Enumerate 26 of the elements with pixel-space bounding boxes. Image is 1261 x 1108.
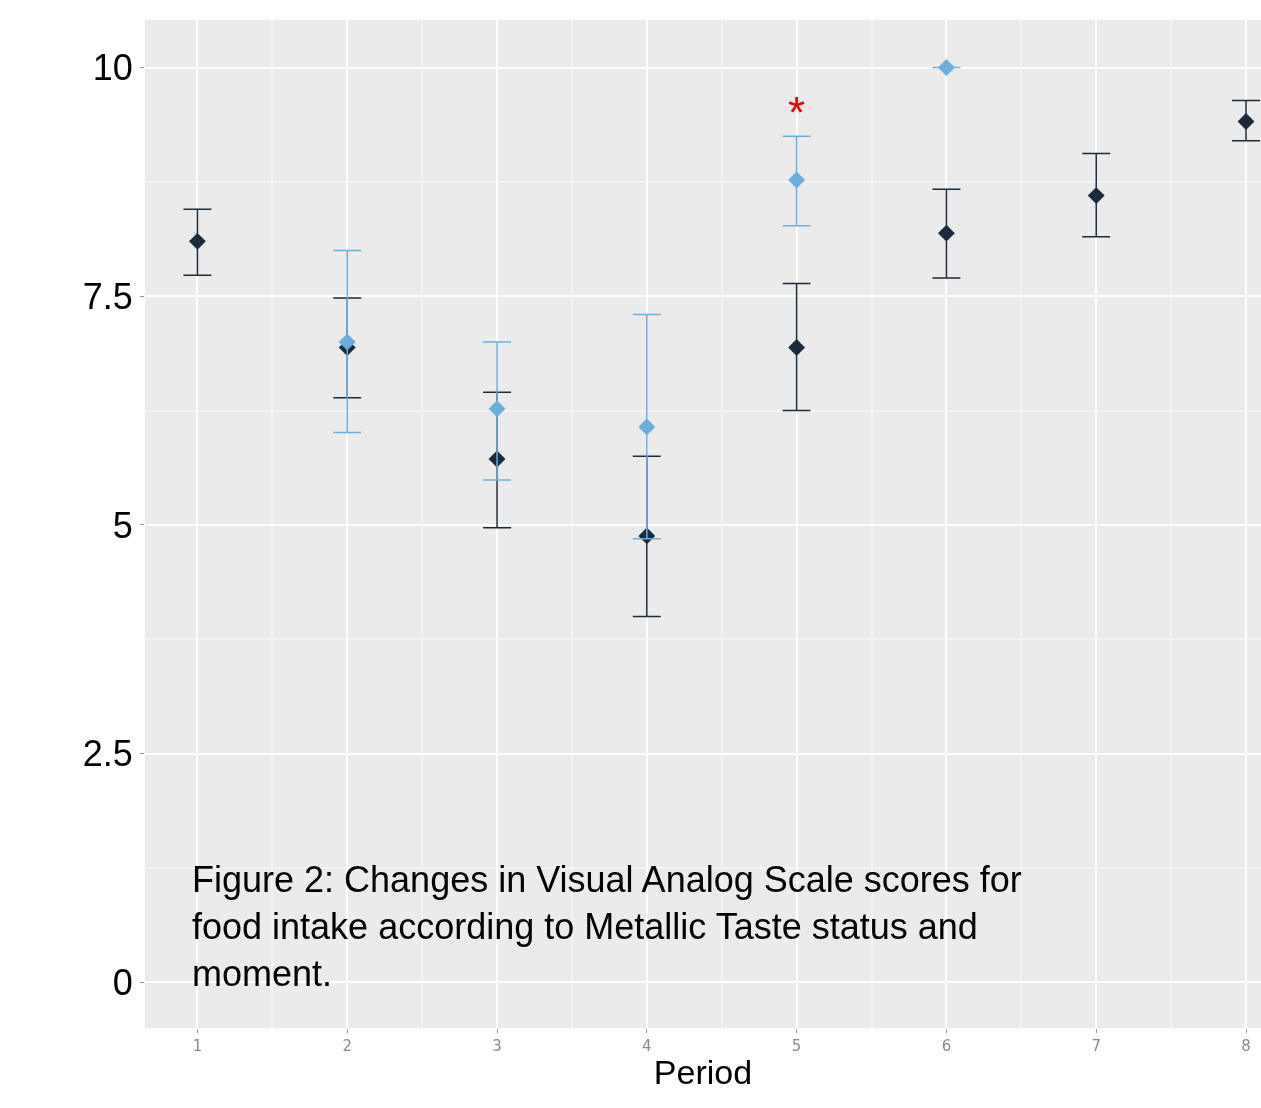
y-tick-label: 10 — [92, 47, 133, 89]
point — [1237, 113, 1255, 130]
x-tick-label: 5 — [791, 1037, 802, 1055]
point — [937, 59, 955, 77]
point — [338, 333, 356, 351]
y-tick-label: 5 — [112, 504, 133, 546]
y-tick-label: 0 — [112, 961, 133, 1003]
point — [788, 171, 806, 189]
x-axis-title: Period — [653, 1053, 753, 1092]
x-tick-label: 2 — [342, 1037, 352, 1055]
x-tick-label: 3 — [492, 1037, 502, 1055]
x-tick-label: 1 — [192, 1037, 203, 1055]
point — [488, 400, 506, 418]
y-tick-label: 2.5 — [82, 733, 133, 775]
annotation: * — [788, 88, 806, 137]
point — [788, 339, 806, 356]
x-tick-label: 4 — [642, 1037, 652, 1055]
point — [188, 232, 206, 250]
y-tick-label: 7.5 — [82, 275, 133, 317]
x-tick-label: 7 — [1091, 1037, 1101, 1055]
point — [937, 224, 955, 242]
x-tick-label: 8 — [1241, 1037, 1251, 1055]
point — [1087, 187, 1105, 205]
annotation: Figure 2: Changes in Visual Analog Scale scores for food intake according to Metallic Taste status and moment. — [192, 859, 1022, 994]
x-tick-label: 6 — [941, 1037, 952, 1055]
point — [638, 418, 656, 436]
